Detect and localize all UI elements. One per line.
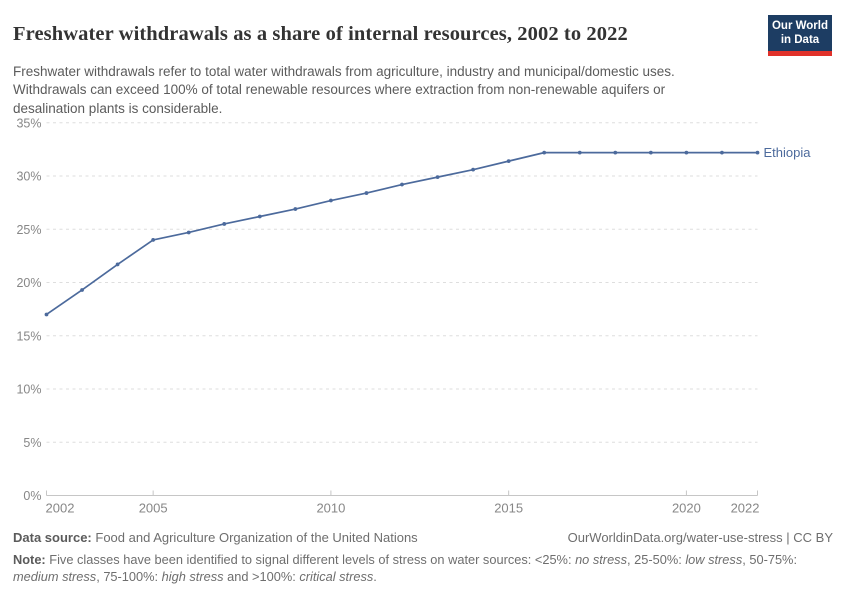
chart-subtitle: Freshwater withdrawals refer to total wa… — [13, 63, 783, 120]
data-point[interactable] — [684, 150, 689, 155]
data-point[interactable] — [44, 312, 49, 317]
data-point[interactable] — [435, 175, 440, 180]
subtitle-line: Freshwater withdrawals refer to total wa… — [13, 63, 675, 79]
data-source-label: Data source: — [13, 530, 92, 545]
y-axis-tick-label: 30% — [16, 170, 41, 184]
data-point[interactable] — [364, 191, 369, 195]
x-axis-tick-label: 2020 — [672, 501, 701, 516]
note-segment: and >100%: — [223, 569, 300, 585]
owid-license-link[interactable]: OurWorldinData.org/water-use-stress | CC… — [567, 530, 833, 545]
owid-logo[interactable]: Our World in Data — [768, 15, 832, 57]
data-point[interactable] — [222, 222, 227, 226]
note-segment: critical stress — [299, 569, 374, 585]
data-point[interactable] — [648, 150, 653, 155]
data-point[interactable] — [542, 150, 547, 155]
y-axis-tick-label: 35% — [16, 116, 41, 130]
x-axis-tick-label: 2010 — [316, 501, 345, 516]
data-point[interactable] — [329, 198, 333, 203]
data-point[interactable] — [720, 150, 724, 155]
y-axis-tick-label: 10% — [16, 383, 41, 397]
note-segment: . — [373, 569, 377, 585]
note-segment: low stress — [685, 552, 743, 567]
data-point[interactable] — [115, 262, 120, 267]
note-segment: Five classes have been identified to sig… — [49, 552, 576, 567]
data-point[interactable] — [400, 182, 404, 187]
note-segment: no stress — [575, 552, 627, 567]
x-axis-tick-label: 2002 — [46, 501, 75, 516]
chart-title: Freshwater withdrawals as a share of int… — [13, 22, 628, 45]
note-segment: , 75-100%: — [96, 569, 162, 585]
note-segment: Note: — [13, 552, 50, 567]
data-source: Data source: Food and Agriculture Organi… — [13, 530, 418, 545]
data-point[interactable] — [257, 214, 262, 219]
footer-note: Note: Five classes have been identified … — [13, 551, 828, 586]
y-axis-tick-label: 5% — [23, 436, 41, 450]
y-axis-tick-label: 25% — [16, 223, 41, 237]
x-axis-tick-label: 2022 — [731, 501, 760, 516]
data-point[interactable] — [293, 207, 298, 211]
y-axis-tick-label: 15% — [16, 329, 41, 343]
subtitle-line: Withdrawals can exceed 100% of total ren… — [13, 82, 666, 98]
subtitle-line: desalination plants is considerable. — [13, 101, 223, 117]
note-segment: , 50-75%: — [742, 552, 797, 567]
data-point[interactable] — [613, 150, 618, 155]
y-axis-tick-label: 0% — [23, 489, 41, 503]
data-point[interactable] — [186, 230, 191, 235]
x-axis-tick-label: 2015 — [494, 501, 523, 516]
ethiopia-line[interactable] — [46, 151, 758, 316]
note-segment: , 25-50%: — [626, 552, 686, 567]
x-axis-tick-label: 2005 — [139, 501, 168, 516]
data-point[interactable] — [151, 238, 156, 242]
note-segment: medium stress — [13, 569, 97, 585]
y-axis-tick-label: 20% — [16, 276, 41, 290]
owid-logo-line2: in Data — [780, 33, 820, 46]
data-point[interactable] — [755, 150, 760, 155]
data-point[interactable] — [471, 167, 475, 172]
series-label-ethiopia[interactable]: Ethiopia — [764, 145, 812, 160]
footer-source-row: Data source: Food and Agriculture Organi… — [13, 530, 833, 545]
data-source-value: Food and Agriculture Organization of the… — [95, 530, 418, 545]
data-point[interactable] — [577, 150, 582, 155]
data-point[interactable] — [506, 159, 511, 164]
owid-logo-line1: Our World — [771, 20, 828, 32]
note-segment: high stress — [161, 569, 224, 585]
data-point[interactable] — [80, 288, 84, 292]
